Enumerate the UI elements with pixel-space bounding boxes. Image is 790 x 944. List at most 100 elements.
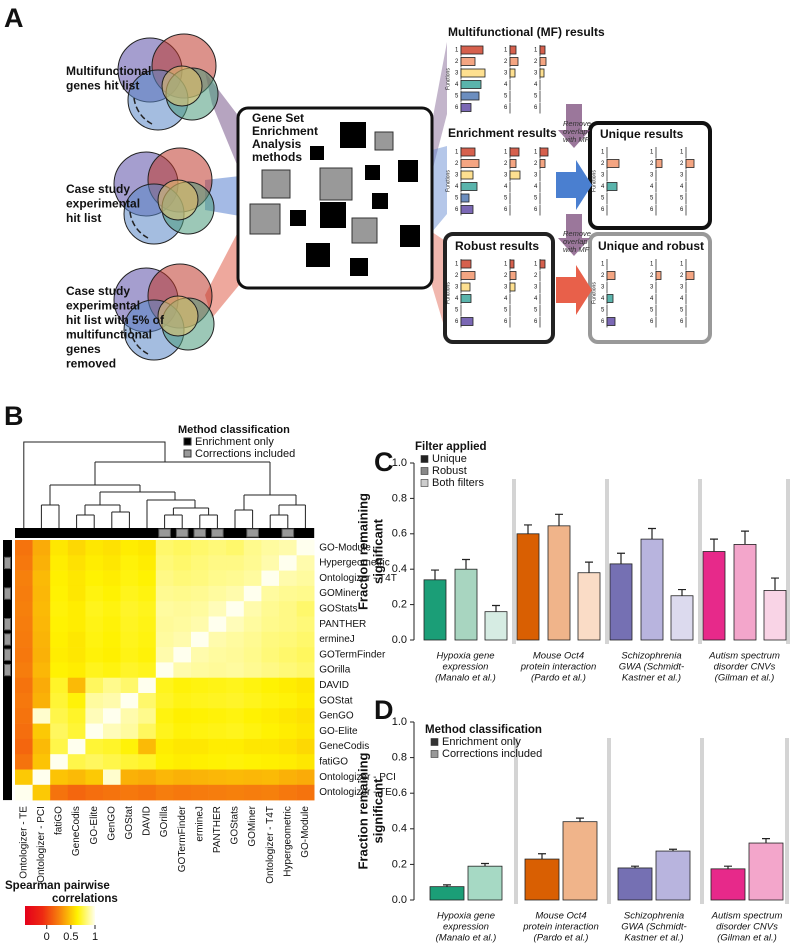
column-label: GenGO — [106, 806, 117, 841]
legend-swatch — [183, 449, 192, 458]
mini-row-label: 6 — [455, 319, 459, 325]
heatmap-cell — [67, 540, 86, 556]
mini-bar — [685, 271, 695, 280]
method-square — [290, 210, 306, 226]
input-label: Case study — [66, 182, 130, 196]
x-tick-label: Kastner et al.) — [624, 933, 683, 944]
mini-bar — [606, 159, 620, 168]
mini-row-label: 4 — [680, 184, 684, 190]
heatmap-cell — [32, 723, 51, 740]
x-tick-label: Schizophrenia — [621, 651, 681, 662]
heatmap-cell — [67, 723, 86, 740]
mini-row-label: 3 — [455, 173, 459, 179]
fan — [432, 146, 447, 232]
heatmap-cell — [155, 708, 174, 724]
heatmap-cell — [138, 784, 157, 801]
heatmap-cell — [50, 616, 69, 633]
result-title: Robust results — [455, 239, 539, 253]
heatmap-cell — [243, 769, 262, 786]
heatmap-cell — [50, 540, 69, 556]
heatmap-cell — [138, 723, 157, 740]
heatmap-cell — [103, 601, 121, 617]
row-label: Ontologizer - PCI — [319, 772, 396, 783]
heatmap-cell — [191, 555, 209, 571]
heatmap-cell — [103, 677, 121, 694]
legend-title: Method classification — [178, 424, 290, 436]
heatmap-cell — [15, 631, 33, 648]
robust-box — [443, 232, 555, 344]
heatmap-cell — [191, 570, 209, 587]
x-tick-label: Mouse Oct4 — [533, 651, 584, 662]
heatmap-cell — [173, 601, 192, 617]
mini-row-label: 6 — [504, 207, 508, 213]
mini-bar — [509, 170, 521, 180]
heatmap-cell — [279, 570, 297, 587]
mini-row-label: 5 — [504, 196, 508, 202]
heatmap-cell — [15, 677, 33, 694]
heatmap-cell — [155, 601, 174, 617]
heatmap-cell — [279, 616, 297, 633]
row-label: GOrilla — [319, 665, 351, 676]
heatmap-cell — [208, 738, 227, 755]
venn-dash — [129, 327, 149, 355]
heatmap-cell — [296, 754, 315, 770]
bar — [733, 544, 757, 641]
heatmap-cell — [191, 662, 209, 678]
x-tick-label: Hypoxia gene — [437, 911, 495, 922]
heatmap-cell — [296, 693, 315, 709]
panel-label: C — [374, 447, 394, 477]
mini-bar — [655, 159, 663, 168]
heatmap-cell — [85, 585, 104, 602]
column-label: GOMiner — [247, 805, 258, 846]
fan — [432, 42, 447, 172]
heatmap-cell — [296, 723, 315, 740]
heatmap-cell — [32, 616, 51, 633]
row-label: GeneCodis — [319, 741, 369, 752]
heatmap-cell — [243, 693, 262, 709]
row-label: DAVID — [319, 680, 349, 691]
heatmap-cell — [279, 784, 297, 801]
heatmap-cell — [243, 754, 262, 770]
mini-row-label: 6 — [680, 319, 684, 325]
heatmap-cell — [85, 738, 104, 755]
heatmap-cell — [261, 585, 280, 602]
mini-row-label: 3 — [601, 285, 605, 291]
mini-row-label: 1 — [601, 150, 605, 156]
heatmap-cell — [296, 631, 315, 648]
column-label: GO-Module — [300, 806, 311, 858]
heatmap-cell — [261, 631, 280, 648]
column-label: GOStats — [230, 806, 241, 844]
heatmap-cell — [32, 784, 51, 801]
heatmap-cell — [85, 570, 104, 587]
y-axis-label: significant — [370, 518, 385, 584]
heatmap-cell — [103, 693, 121, 709]
heatmap-cell — [173, 570, 192, 587]
input-label: hit list with 5% of — [66, 313, 165, 327]
heatmap-cell — [67, 616, 86, 633]
error-bar — [669, 848, 677, 852]
methods-label: Enrichment — [252, 124, 318, 138]
heatmap-cell — [208, 769, 227, 786]
heatmap-cell — [103, 540, 121, 556]
heatmap-cell — [15, 754, 33, 770]
mini-bar — [460, 282, 471, 292]
mini-row-label: 5 — [601, 308, 605, 314]
heatmap-cell — [243, 784, 262, 801]
heatmap-cell — [138, 708, 157, 724]
mini-axis-label: Functions — [445, 68, 451, 90]
heatmap-cell — [173, 647, 192, 663]
heatmap-cell — [155, 540, 174, 556]
mini-row-label: 1 — [455, 48, 459, 54]
mini-row-label: 6 — [534, 319, 538, 325]
input-label: Case study — [66, 284, 130, 298]
mini-bar — [606, 294, 614, 303]
heatmap-cell — [50, 723, 69, 740]
row-label: PANTHER — [319, 619, 366, 630]
x-tick-label: (Manalo et al.) — [435, 673, 496, 684]
bar — [484, 611, 508, 641]
mini-row-label: 5 — [504, 308, 508, 314]
heatmap-cell — [32, 662, 51, 678]
heatmap-cell — [279, 738, 297, 755]
mini-row-label: 3 — [504, 285, 508, 291]
